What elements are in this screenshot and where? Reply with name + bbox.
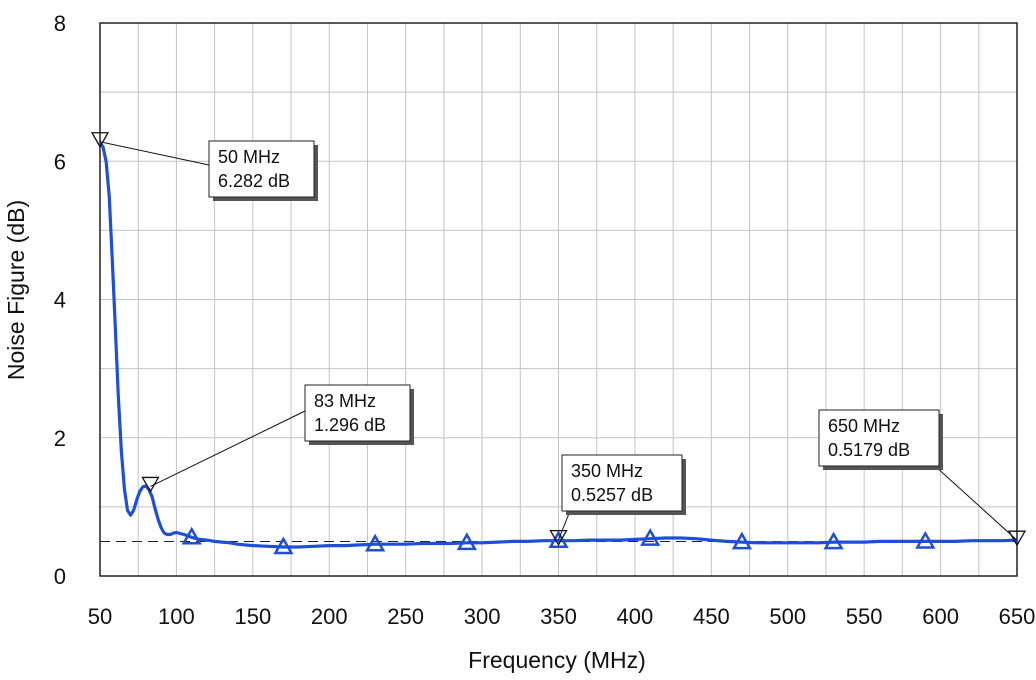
- marker-leader-line: [150, 410, 306, 487]
- x-tick-label: 500: [769, 604, 806, 629]
- series-markers: [181, 526, 936, 555]
- marker-triangle: [1007, 530, 1027, 547]
- y-tick-label: 6: [54, 149, 66, 174]
- x-tick-label: 200: [311, 604, 348, 629]
- marker-annotation: 50 MHz 6.282 dB: [90, 132, 318, 201]
- y-tick-label: 2: [54, 426, 66, 451]
- x-axis-ticks: 50 100 150 200 250 300 350 400 450 500 550 600 650: [88, 604, 1036, 629]
- marker-triangle: [549, 530, 568, 546]
- series-marker-triangle: [640, 528, 661, 546]
- plot-frame: [99, 22, 1018, 577]
- marker-leader-line: [558, 510, 571, 540]
- series-marker-triangle: [823, 531, 844, 550]
- marker-frequency-label: 83 MHz: [314, 391, 376, 411]
- y-axis-ticks: 0 2 4 6 8: [54, 11, 66, 589]
- marker-box: [208, 140, 315, 198]
- series-line: [98, 141, 1018, 549]
- x-tick-label: 350: [540, 604, 577, 629]
- x-tick-label: 100: [158, 604, 195, 629]
- series-marker-triangle: [364, 533, 386, 552]
- marker-frequency-label: 650 MHz: [828, 416, 900, 436]
- x-axis-label: Frequency (MHz): [468, 647, 646, 673]
- x-tick-label: 50: [88, 604, 112, 629]
- marker-annotation: 350 MHz 0.5257 dB: [549, 454, 686, 546]
- marker-value-label: 0.5257 dB: [571, 485, 653, 505]
- series-marker-triangle: [915, 530, 936, 549]
- marker-frequency-label: 350 MHz: [571, 461, 643, 481]
- marker-leader-line: [934, 465, 1018, 541]
- series-marker-triangle: [731, 531, 753, 550]
- series-marker-triangle: [456, 532, 477, 551]
- x-tick-label: 150: [234, 604, 271, 629]
- marker-triangle: [90, 132, 110, 149]
- series-marker-triangle: [273, 536, 294, 555]
- x-tick-label: 400: [617, 604, 654, 629]
- x-tick-label: 600: [922, 604, 959, 629]
- x-tick-label: 300: [464, 604, 501, 629]
- marker-annotations: 50 MHz 6.282 dB 83 MHz 1.296 dB 350 MHz 0.525…: [90, 132, 1027, 547]
- marker-value-label: 1.296 dB: [314, 415, 386, 435]
- marker-value-label: 6.282 dB: [218, 171, 290, 191]
- marker-box: [818, 409, 940, 467]
- y-tick-label: 8: [54, 11, 66, 36]
- marker-value-label: 0.5179 dB: [828, 440, 910, 460]
- marker-leader-line: [99, 141, 210, 166]
- marker-box: [304, 384, 411, 442]
- marker-annotation: 83 MHz 1.296 dB: [141, 384, 414, 493]
- y-tick-label: 0: [54, 564, 66, 589]
- x-tick-label: 450: [693, 604, 730, 629]
- series-marker-triangle: [181, 526, 202, 545]
- marker-triangle: [141, 476, 160, 493]
- y-tick-label: 4: [54, 288, 66, 313]
- x-tick-label: 550: [846, 604, 883, 629]
- x-tick-label: 650: [999, 604, 1036, 629]
- marker-frequency-label: 50 MHz: [218, 147, 280, 167]
- marker-box: [561, 454, 683, 512]
- y-axis-label: Noise Figure (dB): [3, 200, 29, 380]
- marker-annotation: 650 MHz 0.5179 dB: [818, 409, 1027, 547]
- grid-lines: [100, 23, 1017, 576]
- series-marker-triangle: [548, 530, 569, 548]
- x-tick-label: 250: [387, 604, 424, 629]
